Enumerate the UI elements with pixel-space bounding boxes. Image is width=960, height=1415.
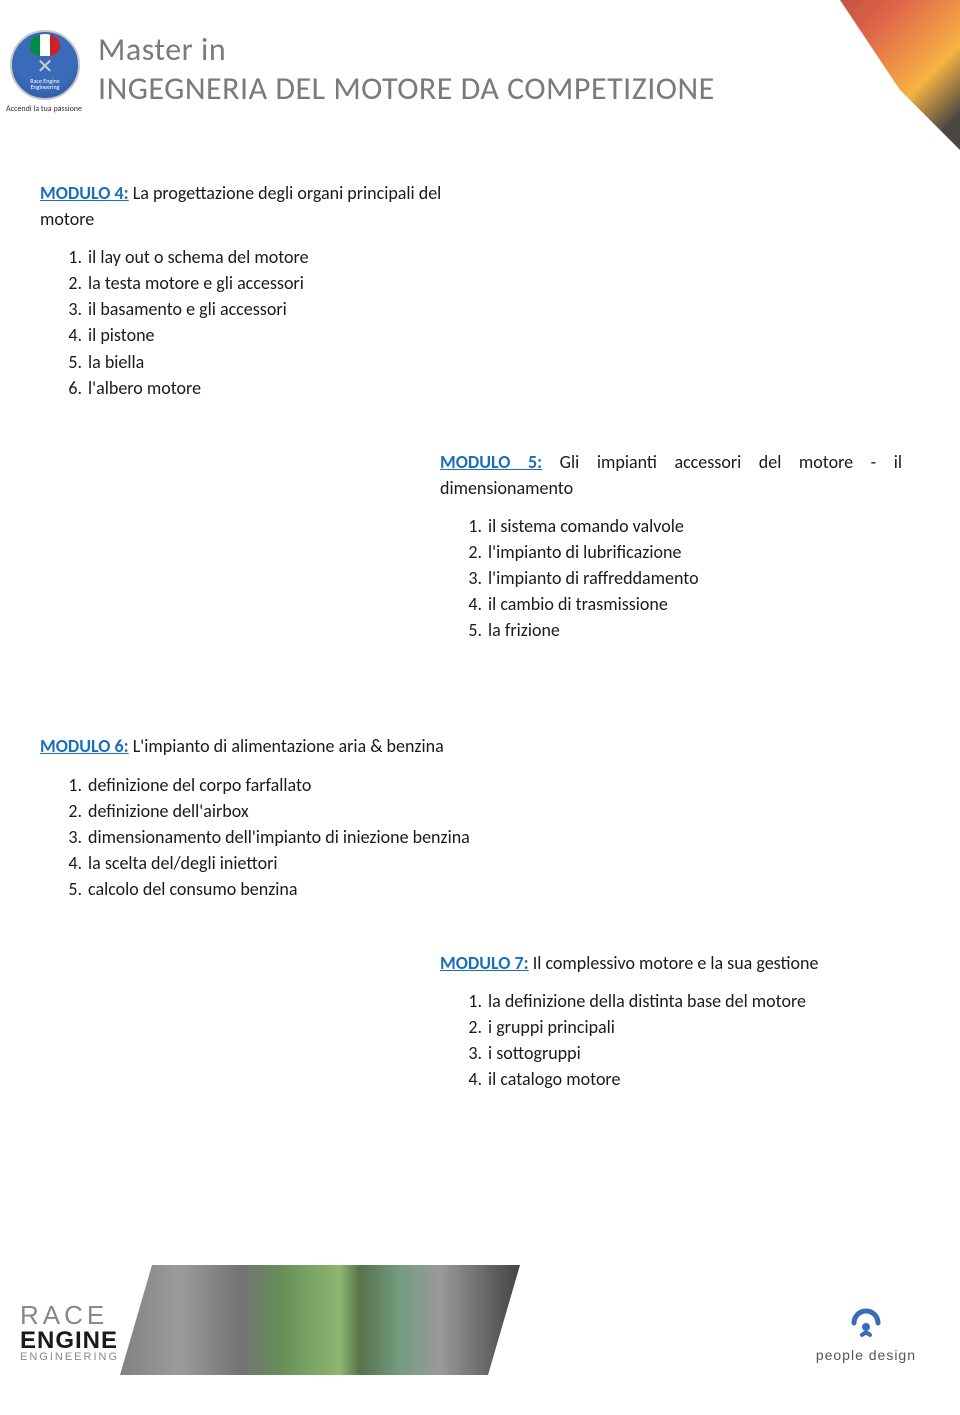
module-7-list: 1.la definizione della distinta base del…: [440, 988, 902, 1092]
title-line1: Master in: [98, 30, 715, 69]
list-item: 6.l'albero motore: [70, 375, 470, 401]
module-5: MODULO 5: Gli impianti accessori del mot…: [440, 449, 902, 644]
list-item-text: i sottogruppi: [488, 1042, 581, 1064]
people-design-text: people design: [816, 1347, 916, 1363]
list-item-text: la scelta del/degli iniettori: [88, 852, 278, 874]
list-item: 1.la definizione della distinta base del…: [470, 988, 902, 1014]
footer-race-logo: RACE ENGINE ENGINEERING: [20, 1300, 119, 1363]
corner-accent-decoration: [760, 0, 960, 150]
module-7-header: MODULO 7: Il complessivo motore e la sua…: [440, 950, 902, 976]
list-item-text: calcolo del consumo benzina: [88, 878, 298, 900]
list-item: 3.il basamento e gli accessori: [70, 296, 470, 322]
footer-photo-strip: [120, 1265, 520, 1375]
module-6-label: MODULO 6:: [40, 735, 129, 757]
list-item: 4.la scelta del/degli iniettori: [70, 850, 520, 876]
race-line3: ENGINEERING: [20, 1351, 119, 1363]
race-line1: RACE: [20, 1300, 119, 1331]
list-item-text: definizione del corpo farfallato: [88, 774, 311, 796]
list-item-text: l'albero motore: [88, 377, 201, 399]
list-item: 3.dimensionamento dell'impianto di iniez…: [70, 824, 520, 850]
list-item: 4.il cambio di trasmissione: [470, 591, 902, 617]
list-item: 5.la biella: [70, 349, 470, 375]
module-6-header: MODULO 6: L'impianto di alimentazione ar…: [40, 733, 520, 759]
module-4-list: 1.il lay out o schema del motore 2.la te…: [40, 244, 470, 401]
module-5-list: 1.il sistema comando valvole 2.l'impiant…: [440, 513, 902, 643]
page-header: Race Engine Engineering Master in INGEGN…: [10, 30, 715, 108]
list-item: 2.l'impianto di lubrificazione: [470, 539, 902, 565]
module-6-list: 1.definizione del corpo farfallato 2.def…: [40, 772, 520, 902]
list-item: 5.la frizione: [470, 617, 902, 643]
list-item-text: la definizione della distinta base del m…: [488, 990, 806, 1012]
module-6-title: L'impianto di alimentazione aria & benzi…: [129, 735, 444, 757]
list-item-text: il lay out o schema del motore: [88, 246, 309, 268]
logo-badge-text: Race Engine Engineering: [30, 78, 59, 90]
content: MODULO 4: La progettazione degli organi …: [40, 180, 902, 1140]
list-item-text: la testa motore e gli accessori: [88, 272, 304, 294]
list-item-text: il catalogo motore: [488, 1068, 620, 1090]
list-item-text: dimensionamento dell'impianto di iniezio…: [88, 826, 470, 848]
module-6: MODULO 6: L'impianto di alimentazione ar…: [40, 733, 520, 902]
list-item: 2.definizione dell'airbox: [70, 798, 520, 824]
logo-caption: Accendi la tua passione: [4, 104, 84, 114]
module-7-label: MODULO 7:: [440, 952, 529, 974]
module-4-label: MODULO 4:: [40, 182, 129, 204]
list-item-text: il cambio di trasmissione: [488, 593, 668, 615]
list-item: 4.il catalogo motore: [470, 1066, 902, 1092]
module-4-header: MODULO 4: La progettazione degli organi …: [40, 180, 470, 232]
logo-badge: Race Engine Engineering: [10, 30, 80, 100]
list-item-text: la biella: [88, 351, 144, 373]
list-item: 2.la testa motore e gli accessori: [70, 270, 470, 296]
footer-people-design: people design: [816, 1305, 916, 1363]
race-line2: ENGINE: [20, 1331, 119, 1351]
list-item: 2.i gruppi principali: [470, 1014, 902, 1040]
module-5-label: MODULO 5:: [440, 451, 542, 473]
list-item-text: il basamento e gli accessori: [88, 298, 287, 320]
list-item-text: il pistone: [88, 324, 155, 346]
people-design-icon: [848, 1305, 884, 1341]
logo-text-line2: Engineering: [31, 83, 60, 91]
module-4: MODULO 4: La progettazione degli organi …: [40, 180, 470, 401]
list-item: 3.i sottogruppi: [470, 1040, 902, 1066]
title-block: Master in INGEGNERIA DEL MOTORE DA COMPE…: [98, 30, 715, 108]
list-item: 1.definizione del corpo farfallato: [70, 772, 520, 798]
module-7-title: Il complessivo motore e la sua gestione: [529, 952, 819, 974]
list-item-text: il sistema comando valvole: [488, 515, 684, 537]
list-item-text: i gruppi principali: [488, 1016, 615, 1038]
list-item-text: definizione dell'airbox: [88, 800, 249, 822]
module-7: MODULO 7: Il complessivo motore e la sua…: [440, 950, 902, 1092]
module-5-header: MODULO 5: Gli impianti accessori del mot…: [440, 449, 902, 501]
list-item-text: l'impianto di raffreddamento: [488, 567, 699, 589]
list-item: 3.l'impianto di raffreddamento: [470, 565, 902, 591]
list-item-text: la frizione: [488, 619, 560, 641]
footer: RACE ENGINE ENGINEERING people design: [0, 1245, 960, 1415]
list-item: 1.il sistema comando valvole: [470, 513, 902, 539]
list-item: 4.il pistone: [70, 322, 470, 348]
title-line2: INGEGNERIA DEL MOTORE DA COMPETIZIONE: [98, 69, 715, 108]
list-item-text: l'impianto di lubrificazione: [488, 541, 681, 563]
list-item: 1.il lay out o schema del motore: [70, 244, 470, 270]
list-item: 5.calcolo del consumo benzina: [70, 876, 520, 902]
